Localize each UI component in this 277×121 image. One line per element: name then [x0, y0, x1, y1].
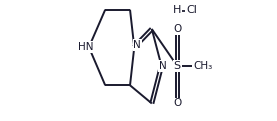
Text: N: N — [134, 40, 141, 50]
Text: CH₃: CH₃ — [193, 61, 212, 71]
Text: Cl: Cl — [186, 5, 197, 15]
Text: H: H — [173, 5, 181, 15]
Text: O: O — [173, 98, 181, 108]
Text: N: N — [159, 61, 166, 71]
Text: S: S — [174, 61, 181, 71]
Text: O: O — [173, 24, 181, 34]
Text: HN: HN — [78, 42, 93, 52]
